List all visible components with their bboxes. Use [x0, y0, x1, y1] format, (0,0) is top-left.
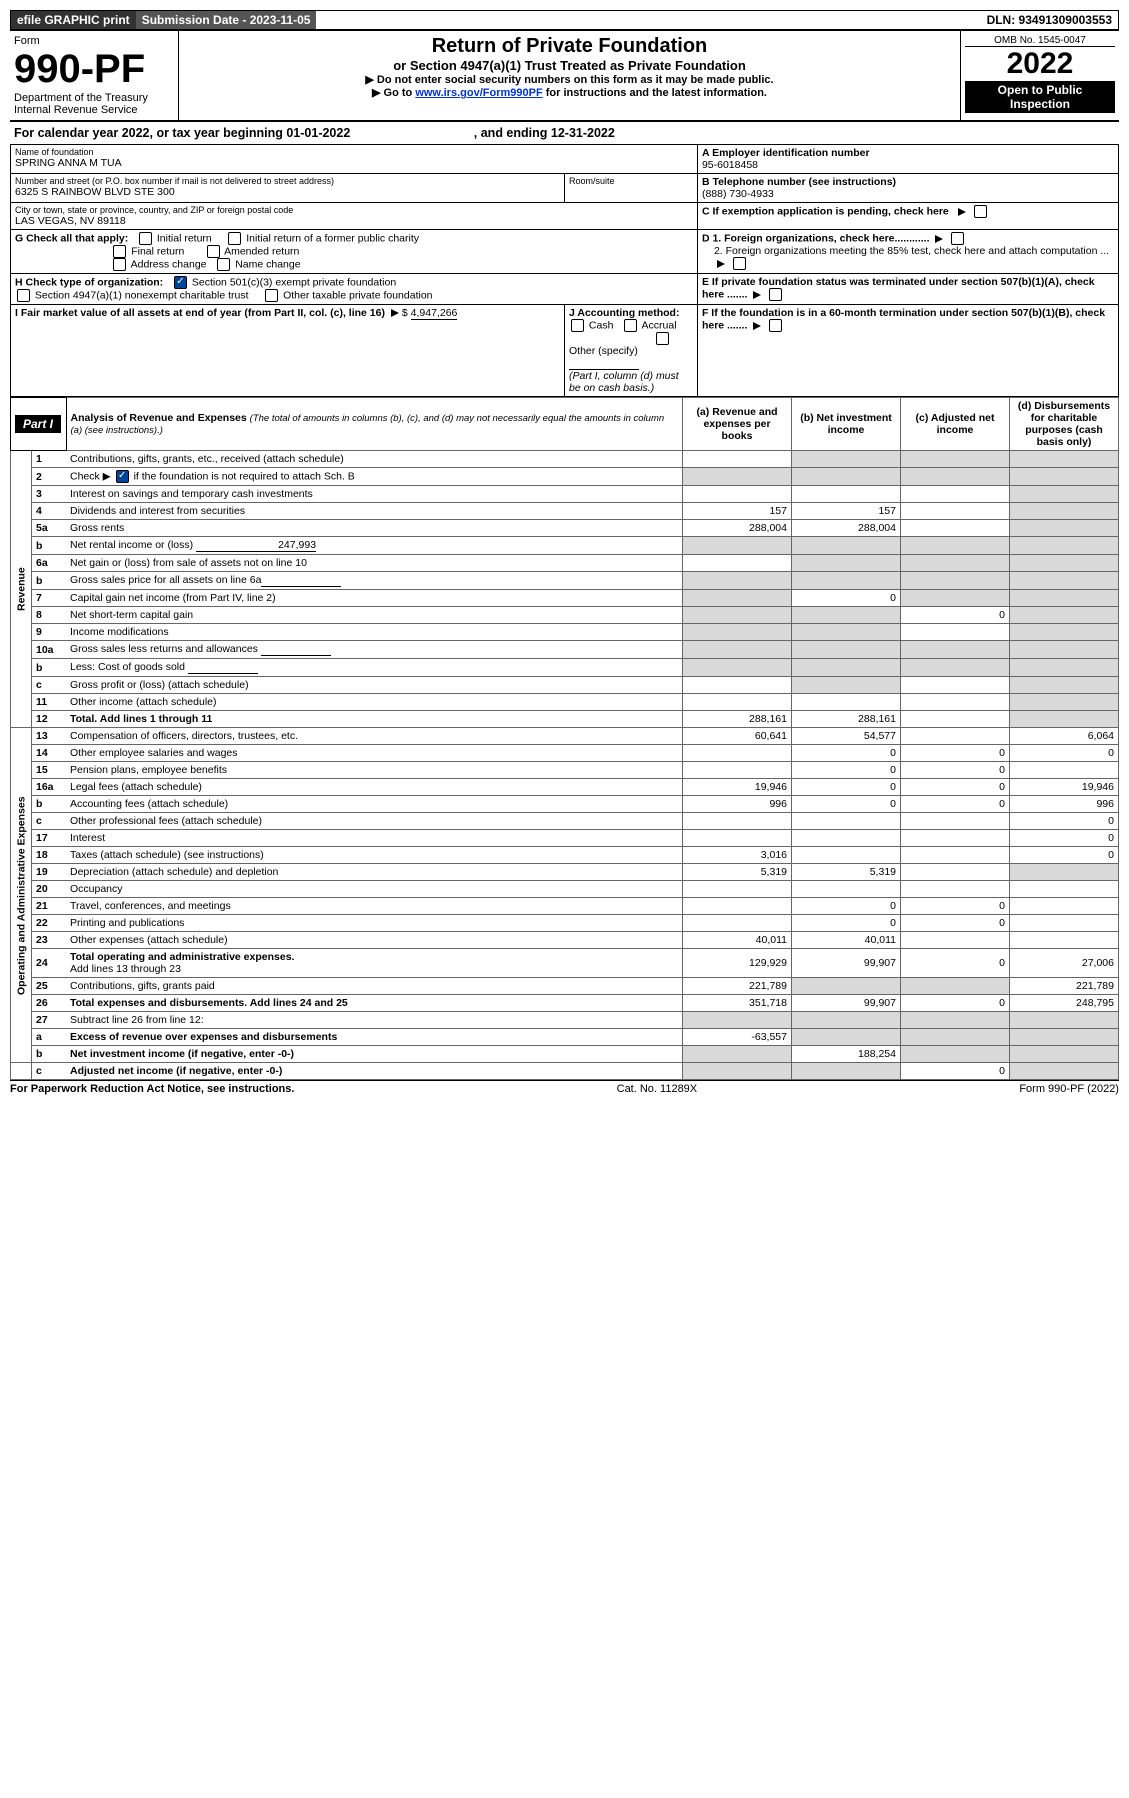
revenue-side-label: Revenue [11, 451, 32, 728]
d1-label: D 1. Foreign organizations, check here..… [702, 232, 930, 244]
ein-value: 95-6018458 [702, 159, 1114, 171]
d1-checkbox[interactable] [951, 232, 964, 245]
g-label: G Check all that apply: [15, 232, 128, 244]
part1-title: Analysis of Revenue and Expenses [71, 412, 247, 424]
col-b-header: (b) Net investment income [792, 398, 901, 451]
catalog-number: Cat. No. 11289X [617, 1083, 698, 1095]
501c3-checkbox[interactable]: ✓ [174, 276, 187, 289]
city-state-zip: LAS VEGAS, NV 89118 [15, 215, 693, 227]
addr-label: Number and street (or P.O. box number if… [15, 176, 560, 186]
open-to-public-badge: Open to PublicInspection [965, 81, 1115, 113]
other-taxable-checkbox[interactable] [265, 289, 278, 302]
final-return-checkbox[interactable] [113, 245, 126, 258]
arrow-icon [935, 235, 943, 243]
entity-info-table: Name of foundation SPRING ANNA M TUA A E… [10, 144, 1119, 397]
submission-date-label: Submission Date - 2023-11-05 [136, 11, 317, 29]
part1-label: Part I [15, 415, 61, 433]
form-number: 990-PF [14, 47, 174, 92]
cash-basis-note: (Part I, column (d) must be on cash basi… [569, 370, 679, 394]
instr-1: ▶ Do not enter social security numbers o… [183, 73, 956, 86]
j-label: J Accounting method: [569, 307, 679, 319]
f-label: F If the foundation is in a 60-month ter… [702, 307, 1105, 331]
amended-return-checkbox[interactable] [207, 245, 220, 258]
foundation-name: SPRING ANNA M TUA [15, 157, 693, 169]
city-label: City or town, state or province, country… [15, 205, 693, 215]
arrow-icon [958, 208, 966, 216]
pra-notice: For Paperwork Reduction Act Notice, see … [10, 1083, 294, 1095]
arrow-icon [753, 322, 761, 330]
form-rev: Form 990-PF (2022) [1019, 1083, 1119, 1095]
c-label: C If exemption application is pending, c… [702, 205, 949, 217]
form-header: Form 990-PF Department of the Treasury I… [10, 30, 1119, 120]
page-title: Return of Private Foundation [183, 35, 956, 58]
part1-table: Part I Analysis of Revenue and Expenses … [10, 397, 1119, 1080]
expenses-side-label: Operating and Administrative Expenses [11, 728, 32, 1063]
d2-checkbox[interactable] [733, 257, 746, 270]
address-change-checkbox[interactable] [113, 258, 126, 271]
page-subtitle: or Section 4947(a)(1) Trust Treated as P… [183, 58, 956, 73]
col-a-header: (a) Revenue and expenses per books [683, 398, 792, 451]
name-label: Name of foundation [15, 147, 693, 157]
d2-label: 2. Foreign organizations meeting the 85%… [714, 245, 1109, 257]
e-checkbox[interactable] [769, 288, 782, 301]
schb-checkbox[interactable]: ✓ [116, 470, 129, 483]
arrow-icon [391, 309, 399, 317]
col-d-header: (d) Disbursements for charitable purpose… [1010, 398, 1119, 451]
dept-label: Department of the Treasury [14, 92, 174, 104]
form990pf-link[interactable]: www.irs.gov/Form990PF [415, 87, 542, 99]
irs-label: Internal Revenue Service [14, 104, 174, 116]
room-label: Room/suite [569, 176, 693, 186]
instr-2: ▶ Go to www.irs.gov/Form990PF for instru… [183, 86, 956, 99]
ein-label: A Employer identification number [702, 147, 1114, 159]
phone-value: (888) 730-4933 [702, 188, 1114, 200]
arrow-icon [717, 260, 725, 268]
form-label: Form [14, 35, 174, 47]
top-bar: efile GRAPHIC print Submission Date - 20… [10, 10, 1119, 30]
initial-former-checkbox[interactable] [228, 232, 241, 245]
cash-checkbox[interactable] [571, 319, 584, 332]
page-footer: For Paperwork Reduction Act Notice, see … [10, 1080, 1119, 1095]
efile-print-button[interactable]: efile GRAPHIC print [11, 11, 136, 29]
dln-label: DLN: 93491309003553 [981, 11, 1118, 29]
col-c-header: (c) Adjusted net income [901, 398, 1010, 451]
other-method-checkbox[interactable] [656, 332, 669, 345]
initial-return-checkbox[interactable] [139, 232, 152, 245]
i-label: I Fair market value of all assets at end… [15, 307, 385, 319]
c-checkbox[interactable] [974, 205, 987, 218]
4947a1-checkbox[interactable] [17, 289, 30, 302]
h-label: H Check type of organization: [15, 276, 163, 288]
calendar-year-row: For calendar year 2022, or tax year begi… [10, 120, 1119, 144]
phone-label: B Telephone number (see instructions) [702, 176, 1114, 188]
name-change-checkbox[interactable] [217, 258, 230, 271]
street-address: 6325 S RAINBOW BLVD STE 300 [15, 186, 560, 198]
tax-year: 2022 [965, 47, 1115, 81]
arrow-icon [753, 291, 761, 299]
omb-number: OMB No. 1545-0047 [965, 35, 1115, 47]
f-checkbox[interactable] [769, 319, 782, 332]
fmv-amount: 4,947,266 [411, 307, 458, 320]
accrual-checkbox[interactable] [624, 319, 637, 332]
